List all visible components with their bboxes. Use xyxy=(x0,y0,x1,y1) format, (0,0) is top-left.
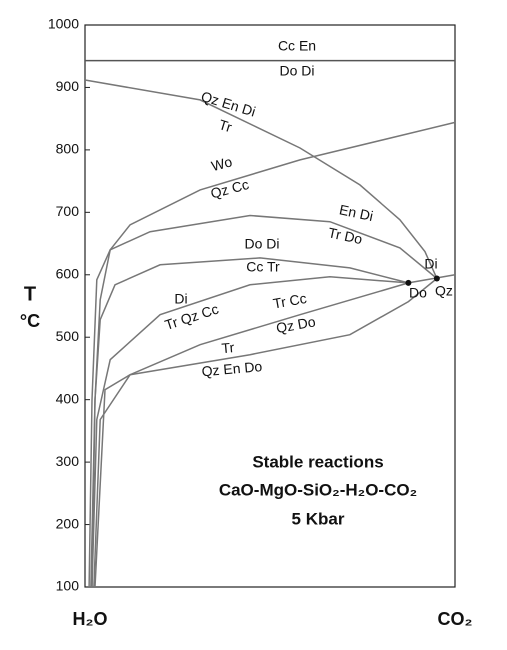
y-tick-label: 800 xyxy=(56,141,80,157)
reaction-label: Cc En xyxy=(278,38,316,54)
info-text: Stable reactions xyxy=(252,452,383,471)
y-unit: °C xyxy=(20,311,40,331)
x-label-left: H₂O xyxy=(73,609,108,629)
reaction-curve xyxy=(94,277,438,588)
reaction-curve xyxy=(90,257,409,588)
reaction-label: Di xyxy=(424,256,437,272)
reaction-label: Qz xyxy=(435,283,453,299)
invariant-point xyxy=(433,275,440,282)
reaction-label: Do Di xyxy=(244,236,279,252)
reaction-curve xyxy=(84,79,438,279)
reaction-label: Tr Cc xyxy=(272,290,308,312)
reaction-label: En Di xyxy=(338,201,375,224)
reaction-label: Tr xyxy=(221,339,235,356)
reaction-curve xyxy=(91,275,409,588)
reaction-curve xyxy=(91,121,456,588)
reaction-label: Tr Qz Cc xyxy=(163,301,221,333)
y-tick-label: 1000 xyxy=(48,16,79,32)
plot-frame xyxy=(84,24,456,588)
reaction-label: Qz Cc xyxy=(209,176,251,202)
y-tick-label: 300 xyxy=(56,453,80,469)
reaction-label: Tr xyxy=(217,116,234,135)
y-tick-label: 600 xyxy=(56,265,80,281)
reaction-label: Qz En Di xyxy=(199,88,257,120)
reaction-label: Qz En Do xyxy=(201,358,263,379)
reaction-label: Di xyxy=(174,291,187,307)
y-tick-label: 700 xyxy=(56,203,80,219)
y-tick-label: 400 xyxy=(56,390,80,406)
reaction-label: Wo xyxy=(210,153,234,174)
reaction-label: Do Di xyxy=(279,63,314,79)
y-tick-label: 200 xyxy=(56,515,80,531)
y-tick-label: 500 xyxy=(56,328,80,344)
x-label-right: CO₂ xyxy=(438,609,473,629)
y-tick-label: 900 xyxy=(56,78,80,94)
y-tick-label: 100 xyxy=(56,578,80,594)
reaction-label: Qz Do xyxy=(275,313,317,336)
y-label: T xyxy=(24,283,36,305)
info-text: CaO-MgO-SiO₂-H₂O-CO₂ xyxy=(219,480,417,499)
reaction-label: Cc Tr xyxy=(246,259,280,275)
info-text: 5 Kbar xyxy=(292,509,345,528)
reaction-label: Do xyxy=(409,285,427,301)
reaction-curve xyxy=(88,214,438,588)
invariant-point xyxy=(405,279,412,286)
reaction-label: Tr Do xyxy=(327,224,364,247)
